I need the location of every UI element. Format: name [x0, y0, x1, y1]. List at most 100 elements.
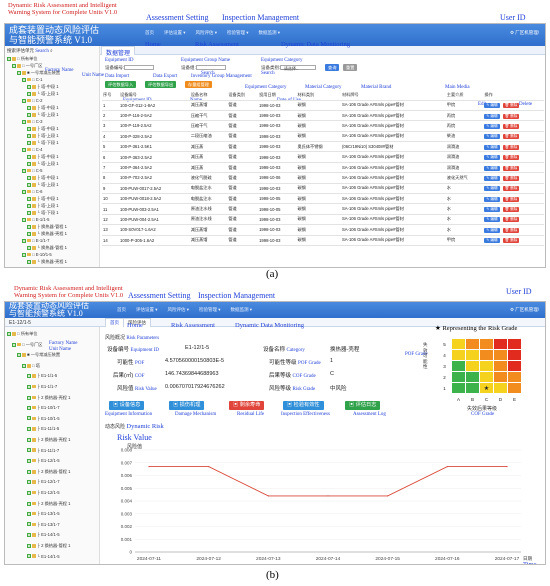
tree-checkbox[interactable] [27, 225, 31, 229]
delete-button[interactable]: 🗑 删除 [502, 144, 520, 150]
tree-node[interactable]: □ C-1 [22, 77, 42, 82]
tab-data-management[interactable]: 数据管理 [101, 46, 136, 57]
tree-checkbox[interactable] [27, 211, 31, 215]
tree-node[interactable]: ├ 塔-中段 1 [27, 126, 59, 132]
tree-node[interactable]: ├ E1-10/1-7 [27, 405, 60, 410]
tree-node[interactable]: ├ 塔-中段 1 [27, 105, 59, 111]
tree-checkbox[interactable] [27, 479, 31, 484]
edit-button[interactable]: ✎ 编辑 [484, 207, 500, 213]
tree-checkbox[interactable] [27, 85, 31, 89]
tree-node[interactable]: ├ E1-1/1-5 [27, 373, 57, 378]
edit-button[interactable]: ✎ 编辑 [484, 113, 500, 119]
tree-checkbox[interactable] [27, 395, 31, 400]
edit-button[interactable]: ✎ 编辑 [484, 155, 500, 161]
action-button-4[interactable]: ▣ 评估日志 [345, 401, 381, 410]
tree-checkbox[interactable] [27, 544, 31, 548]
tree-checkbox[interactable] [22, 189, 26, 194]
tree-node[interactable]: ├ 塔-中段 1 [27, 154, 59, 160]
tree-checkbox[interactable] [22, 252, 26, 257]
equipment-id-input[interactable] [124, 65, 155, 71]
tree-checkbox[interactable] [27, 469, 31, 474]
tree-checkbox[interactable] [27, 438, 31, 442]
tree-checkbox[interactable] [27, 232, 31, 236]
reset-button-a[interactable]: 重置 [343, 64, 358, 71]
edit-button[interactable]: ✎ 编辑 [484, 217, 500, 223]
tree-node[interactable]: ├ 塔-中段 1 [27, 175, 59, 181]
tree-checkbox[interactable] [22, 98, 26, 103]
action-button-3[interactable]: ▣ 检验有效性 [283, 401, 324, 410]
tree-node[interactable]: └ 塔-上段 1 [27, 182, 59, 188]
search-icon[interactable]: ⌕ [50, 48, 53, 53]
tree-checkbox[interactable] [27, 522, 31, 527]
tree-checkbox[interactable] [22, 168, 26, 173]
delete-button[interactable]: 🗑 删除 [502, 217, 520, 223]
tree-checkbox[interactable] [27, 113, 31, 117]
tree-node[interactable]: □ 一号厂区 [12, 63, 42, 69]
tree-node[interactable]: └ 换热器-壳程 1 [27, 231, 67, 237]
tree-checkbox[interactable] [27, 554, 31, 559]
tree-node[interactable]: ├ E1-10/1-5 [27, 416, 60, 421]
equipment-category-select[interactable]: --请选择-- [280, 65, 317, 71]
delete-button[interactable]: 🗑 删除 [502, 113, 520, 119]
tree-checkbox[interactable] [27, 448, 31, 453]
data-import-button[interactable]: 评估数据导入 [105, 81, 137, 88]
tree-checkbox[interactable] [27, 416, 31, 421]
user-id-a[interactable]: ⚙ 厂区机管理/ [509, 30, 539, 35]
edit-button[interactable]: ✎ 编辑 [484, 175, 500, 181]
edit-button[interactable]: ✎ 编辑 [484, 123, 500, 129]
action-button-0[interactable]: ▣ 设备信息 [109, 401, 145, 410]
tree-checkbox[interactable] [27, 183, 31, 187]
tree-checkbox[interactable] [27, 532, 31, 537]
tree-node[interactable]: ■ 一号常减压装置 [17, 70, 60, 76]
tree-node[interactable]: └ 塔-上段 1 [27, 112, 59, 118]
tree-node[interactable]: □ C-4 [22, 147, 42, 152]
edit-button[interactable]: ✎ 编辑 [484, 196, 500, 202]
tab-risk-assessment-b[interactable]: 风险评估 [123, 318, 151, 327]
tree-node[interactable]: □ E-10/1-5 [22, 252, 52, 257]
user-id-b[interactable]: ⚙ 厂区机管理/ [509, 307, 539, 312]
delete-button[interactable]: 🗑 删除 [502, 196, 520, 202]
tree-node[interactable]: ├ 2 换热器-壳程 1 [27, 395, 70, 401]
equipment-group-input[interactable] [195, 65, 226, 71]
tree-node[interactable]: ├ E1-12/1-7 [27, 479, 60, 484]
menu-risk-assessment-a[interactable]: 风险评估 ▾ [195, 30, 218, 35]
delete-button[interactable]: 🗑 删除 [502, 207, 520, 213]
menu-home-b[interactable]: 首页 [117, 307, 126, 312]
tree-node[interactable]: └ 换热器-壳程 1 [27, 259, 67, 265]
tree-node[interactable]: □ C-3 [22, 119, 42, 124]
menu-assessment-setting-b[interactable]: 评估设置 ▾ [136, 307, 158, 312]
action-button-1[interactable]: ▣ 损伤机理 [169, 401, 205, 410]
edit-button[interactable]: ✎ 编辑 [484, 227, 500, 233]
tree-checkbox[interactable] [27, 162, 31, 166]
delete-button[interactable]: 🗑 删除 [502, 186, 520, 192]
menu-inspection-management-a[interactable]: 检验管理 ▾ [227, 30, 249, 35]
tree-node[interactable]: □ C-2 [22, 98, 42, 103]
tree-checkbox[interactable] [27, 384, 31, 389]
edit-button[interactable]: ✎ 编辑 [484, 238, 500, 244]
tree-node[interactable]: ├ 塔-上段 1 [27, 203, 59, 209]
delete-button[interactable]: 🗑 删除 [502, 134, 520, 140]
data-export-button[interactable]: 评估数据导出 [145, 81, 177, 88]
tree-checkbox[interactable] [17, 71, 21, 75]
tree-node[interactable]: ├ 2 换热器-壳程 1 [27, 437, 70, 443]
tree-node[interactable]: □ E-1/1-7 [22, 238, 49, 243]
tree-checkbox[interactable] [22, 238, 26, 243]
edit-button[interactable]: ✎ 编辑 [484, 165, 500, 171]
tree-node[interactable]: ├ E1-11/1-7 [27, 448, 59, 453]
tree-checkbox[interactable] [27, 405, 31, 410]
menu-assessment-setting-a[interactable]: 评估设置 ▾ [164, 30, 186, 35]
tree-checkbox[interactable] [22, 217, 26, 222]
tree-node[interactable]: ├ 塔-上段 1 [27, 133, 59, 139]
delete-button[interactable]: 🗑 删除 [502, 175, 520, 181]
search-button-a[interactable]: 查询 [325, 64, 340, 71]
tree-node[interactable]: ├ 塔-中段 1 [27, 196, 59, 202]
tree-node[interactable]: └ 塔-上段 1 [27, 91, 59, 97]
menu-data-monitoring-a[interactable]: 数据监测 ▾ [258, 30, 281, 35]
tree-node[interactable]: └ 塔-下段 1 [27, 140, 59, 146]
tree-checkbox[interactable] [7, 57, 11, 61]
tree-checkbox[interactable] [27, 197, 31, 201]
delete-button[interactable]: 🗑 删除 [502, 238, 520, 244]
menu-inspection-management-b[interactable]: 检验管理 ▾ [199, 307, 221, 312]
tree-checkbox[interactable] [12, 64, 16, 68]
tree-node[interactable]: └ E1-14/1-5 [27, 554, 60, 559]
